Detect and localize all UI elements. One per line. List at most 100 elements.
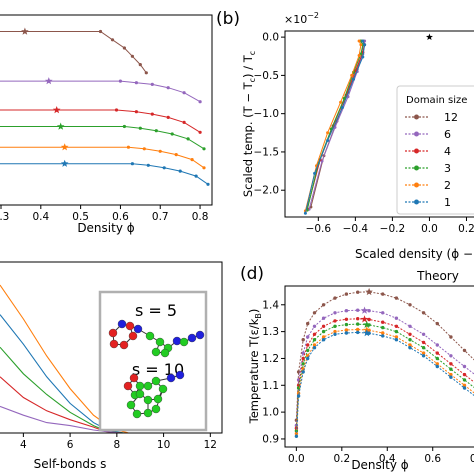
data-point-4 (182, 120, 186, 124)
panel-b-y-label: Scaled temp. (T − Tc) / Tc (241, 51, 257, 197)
data-point-2 (421, 351, 426, 355)
data-point-1 (162, 166, 166, 170)
data-point-6 (462, 364, 467, 369)
panel-d-title: Theory (416, 269, 459, 283)
data-point-4 (198, 130, 202, 134)
data-point-6 (198, 100, 202, 104)
bead (125, 321, 135, 331)
data-point-12 (312, 311, 317, 315)
legend-marker-4 (414, 148, 419, 154)
data-point-4 (344, 317, 349, 321)
data-point-12 (333, 296, 337, 300)
critical-point-star-4 (52, 106, 61, 114)
critical-point-star-12 (21, 27, 29, 35)
data-point-1 (394, 338, 399, 342)
panel-a-x-ticks: 0.3 0.4 0.5 0.6 0.7 0.8 (0, 205, 208, 223)
critical-point-star-6 (45, 77, 53, 85)
data-point-12 (408, 303, 412, 307)
data-point-2 (142, 147, 146, 151)
data-point-2 (357, 54, 361, 57)
bead (108, 328, 118, 338)
panel-c: 4 6 8 10 12 Self-bonds s s = 5 s = 10 (0, 261, 223, 471)
series-line-12 (0, 31, 147, 74)
data-point-12 (122, 46, 126, 50)
bead (187, 333, 197, 343)
data-point-3 (186, 137, 190, 141)
bead (109, 339, 119, 349)
bead (135, 381, 145, 391)
panel-a-x-tick-label: 0.6 (112, 211, 129, 223)
panel-d-y-tick-label: 1.1 (262, 380, 279, 392)
panel-a-x-tick-label: 0.7 (152, 211, 169, 223)
bead (153, 394, 163, 404)
legend-label-2: 2 (444, 179, 451, 192)
panel-b-x-tick-label: −0.4 (343, 223, 369, 235)
data-point-1 (344, 331, 349, 335)
data-point-12 (462, 348, 467, 353)
data-point-1 (294, 434, 299, 438)
bead (133, 324, 143, 334)
panel-b-label: (b) (216, 9, 240, 29)
panel-d-y-label: Temperature T(ε/kB) (247, 309, 263, 425)
bead (123, 381, 133, 391)
critical-point-star-1 (363, 329, 371, 337)
bead (195, 330, 205, 340)
panel-c-x-tick-label: 6 (67, 439, 74, 451)
data-point-3 (321, 329, 326, 334)
data-point-4 (449, 362, 453, 366)
bead (158, 384, 168, 394)
data-point-2 (326, 131, 330, 135)
data-point-2 (339, 100, 343, 104)
panel-b: (b) ×10−2 0.0−0.5−1.0−1.5−2.0 −0.6 −0.4 −0… (216, 9, 474, 261)
data-point-3 (356, 322, 360, 326)
panel-d-x-tick-label: 0.6 (424, 453, 441, 465)
data-point-3 (312, 338, 317, 342)
data-point-12 (144, 71, 148, 75)
data-point-12 (306, 321, 310, 326)
panel-c-x-ticks: 4 6 8 10 12 (20, 433, 217, 451)
series-line-2 (0, 146, 205, 169)
data-point-1 (340, 106, 344, 109)
bead (143, 408, 153, 418)
data-point-6 (312, 324, 317, 328)
panel-a-x-tick-label: 0.3 (0, 211, 9, 223)
panel-d-y-tick-label: 1.2 (262, 353, 279, 365)
data-point-6 (408, 324, 412, 328)
data-point-1 (194, 174, 198, 178)
series-line-2 (304, 40, 362, 212)
panel-d-y-ticks: 0.9 1.0 1.1 1.2 1.3 1.4 (262, 299, 285, 445)
data-point-1 (206, 182, 210, 186)
bead (151, 404, 161, 414)
series-line-3 (295, 323, 474, 431)
panel-c-x-tick-label: 8 (113, 439, 120, 451)
critical-point-star-3 (363, 320, 371, 328)
data-point-6 (134, 81, 138, 85)
data-point-6 (166, 86, 170, 90)
series-line-12 (295, 291, 474, 421)
data-point-3 (435, 356, 439, 361)
data-point-2 (359, 43, 363, 47)
series-line-1 (295, 331, 474, 437)
molecule-s10-illustration (123, 370, 185, 419)
legend-label-6: 6 (444, 128, 451, 141)
data-point-6 (367, 309, 371, 313)
panel-b-y-tick-label: −0.5 (254, 70, 280, 82)
bead (151, 376, 161, 386)
legend-marker-12 (414, 114, 419, 120)
data-point-3 (333, 324, 337, 328)
data-point-1 (326, 139, 330, 142)
panel-d-y-tick-label: 1.3 (262, 326, 279, 338)
data-point-3 (202, 147, 206, 151)
critical-point-star-4 (360, 315, 369, 323)
data-point-4 (435, 351, 439, 355)
series-line-2 (0, 284, 211, 434)
panel-b-y-tick-label: 0.0 (262, 32, 279, 44)
data-point-1 (381, 334, 385, 338)
data-point-1 (408, 346, 412, 350)
panel-d-label: (d) (240, 264, 264, 284)
data-point-6 (321, 316, 326, 320)
series-line-6 (0, 80, 201, 103)
data-point-12 (449, 335, 453, 339)
data-point-2 (350, 73, 354, 77)
data-point-4 (394, 324, 399, 328)
